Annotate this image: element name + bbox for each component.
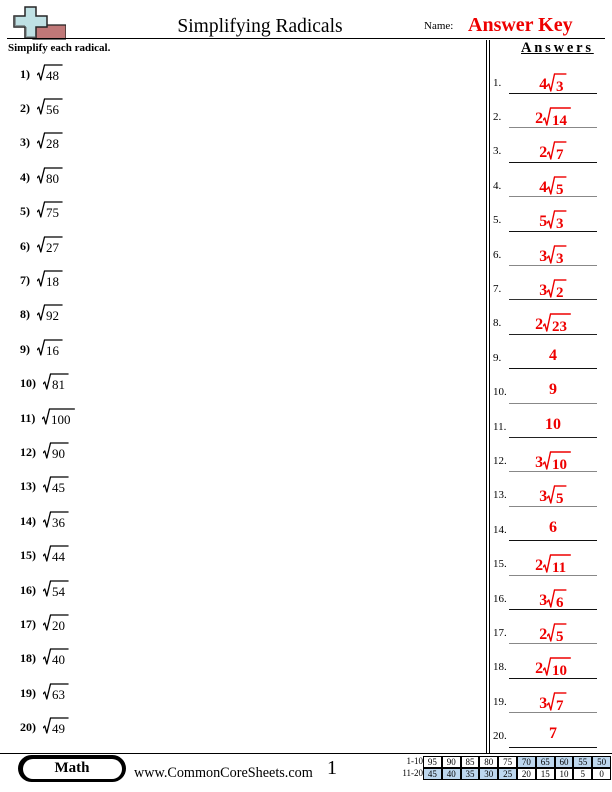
svg-text:3: 3 bbox=[556, 251, 564, 266]
svg-text:14: 14 bbox=[552, 113, 568, 128]
svg-text:7: 7 bbox=[556, 698, 564, 713]
svg-text:11: 11 bbox=[552, 560, 566, 575]
svg-text:5: 5 bbox=[556, 491, 564, 506]
svg-text:6: 6 bbox=[556, 595, 564, 610]
svg-text:2: 2 bbox=[556, 285, 564, 300]
svg-text:3: 3 bbox=[556, 79, 564, 94]
svg-text:7: 7 bbox=[556, 147, 564, 162]
svg-text:3: 3 bbox=[556, 216, 564, 231]
svg-text:23: 23 bbox=[552, 319, 567, 334]
svg-text:10: 10 bbox=[552, 663, 567, 678]
svg-text:5: 5 bbox=[556, 182, 564, 197]
svg-text:5: 5 bbox=[556, 629, 564, 644]
svg-text:10: 10 bbox=[552, 457, 567, 472]
